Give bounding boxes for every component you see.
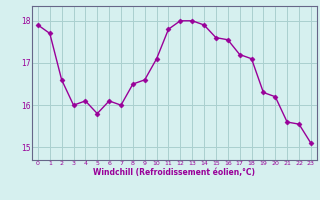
X-axis label: Windchill (Refroidissement éolien,°C): Windchill (Refroidissement éolien,°C) [93,168,255,177]
